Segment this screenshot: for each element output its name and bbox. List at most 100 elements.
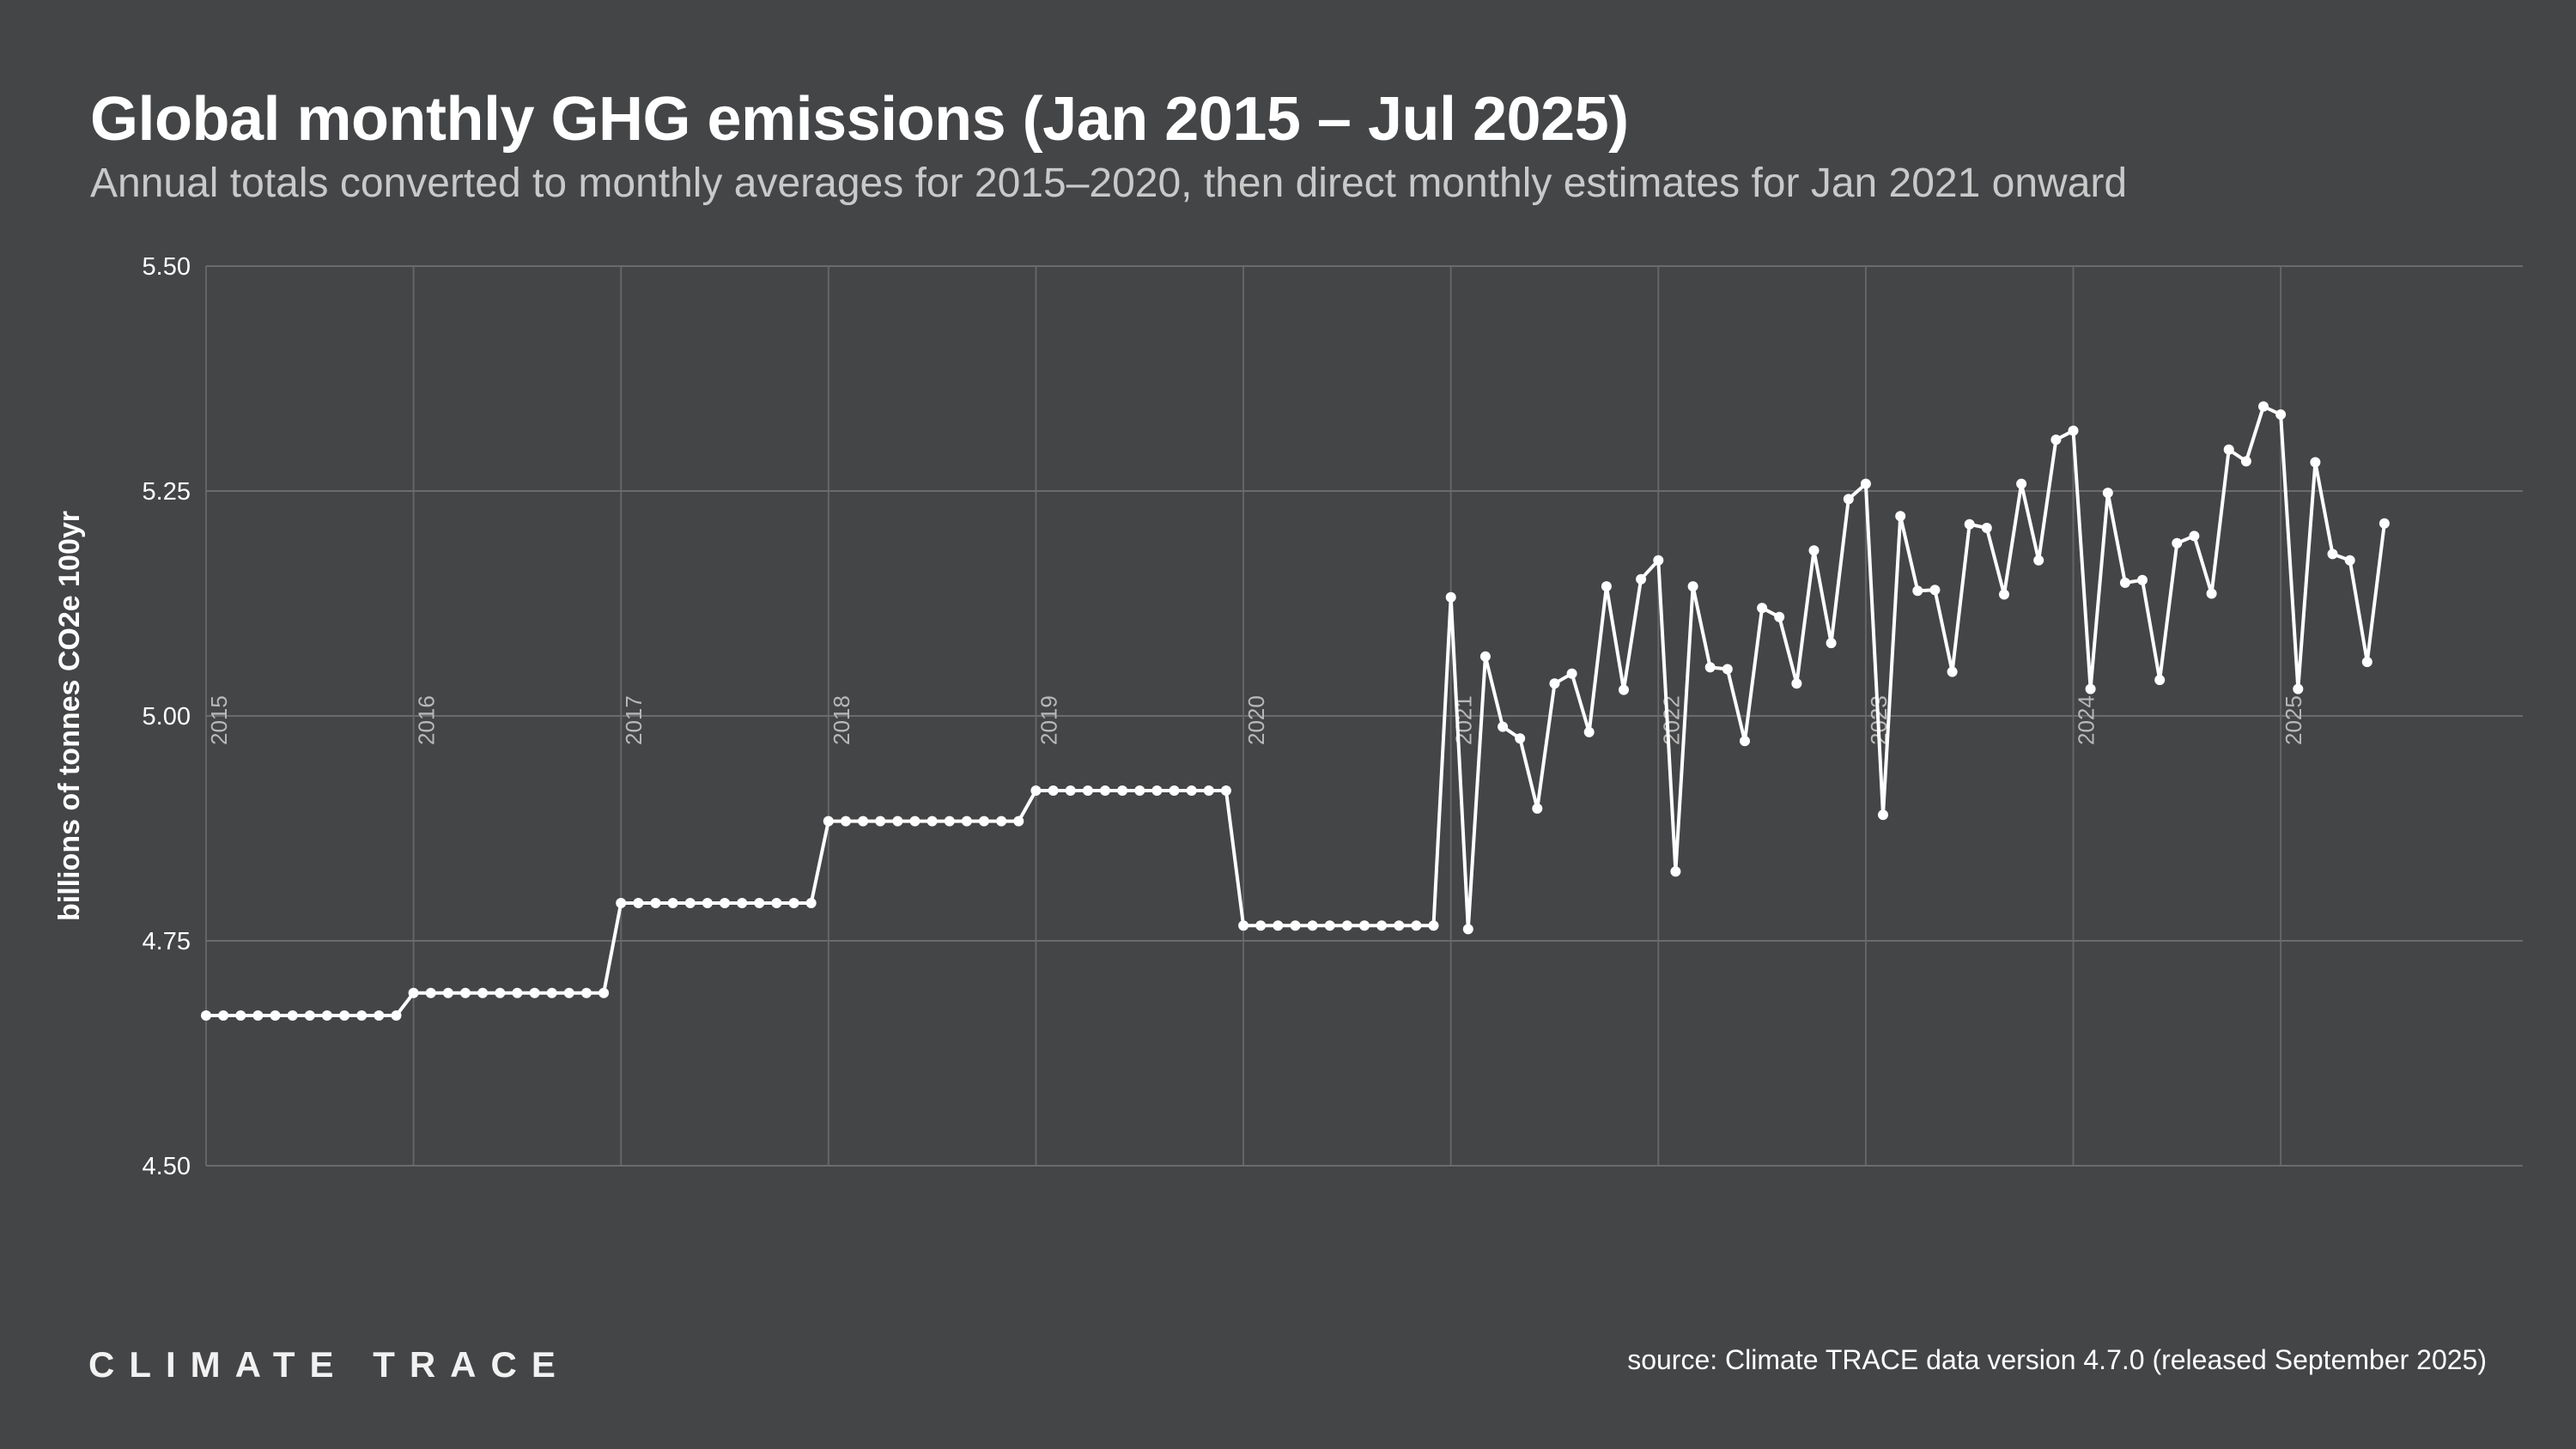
data-point [1687,581,1698,592]
data-point [1203,785,1214,796]
data-point [702,898,713,908]
data-point [2050,434,2062,446]
year-label-2016: 2016 [414,695,440,745]
data-point [754,898,765,908]
data-point [1532,803,1543,814]
data-point [1134,785,1145,796]
data-point [201,1010,211,1021]
data-point [823,815,834,827]
y-tick-label: 5.25 [143,478,191,506]
data-point [633,898,644,908]
data-point [1566,668,1577,679]
data-point [2154,675,2166,686]
data-point [1359,920,1370,931]
data-point [270,1010,281,1021]
data-point [1722,664,1733,675]
data-point [1324,920,1335,931]
data-point [650,898,661,908]
data-point [979,815,989,827]
data-point [2344,555,2355,566]
data-point [1117,785,1128,796]
data-point [1307,920,1318,931]
data-point [546,987,557,998]
data-point [1583,726,1595,737]
data-point [2293,683,2304,694]
year-label-2019: 2019 [1036,695,1061,745]
data-point [1048,785,1059,796]
data-point [875,815,886,827]
data-point [2258,401,2269,412]
data-point [2240,456,2251,467]
data-point [1964,518,1975,530]
data-point [841,815,851,827]
data-point [581,987,592,998]
data-point [858,815,869,827]
data-point [598,987,610,998]
year-label-2017: 2017 [621,695,647,745]
data-point [1445,591,1456,603]
data-point [1341,920,1352,931]
data-point [1549,678,1560,689]
year-label-2015: 2015 [206,695,232,745]
data-point [1169,785,1180,796]
data-point [892,815,903,827]
data-point [425,987,436,998]
y-axis-label: billions of tonnes CO2e 100yr [53,511,86,921]
data-point [1376,920,1388,931]
data-point [1065,785,1076,796]
data-point [1947,666,1958,677]
data-point [1515,733,1526,744]
data-point [1999,589,2009,600]
data-point [1843,494,1854,505]
data-point [616,898,627,908]
y-tick-label: 5.00 [143,703,191,731]
year-label-2022: 2022 [1658,695,1684,745]
data-point [1290,920,1301,931]
data-point [2085,683,2096,694]
data-point [2102,488,2113,499]
data-point [1030,785,1042,796]
data-point [1912,585,1923,597]
data-point [374,1010,385,1021]
data-point [1740,736,1750,747]
data-point [563,987,574,998]
data-point [2068,425,2079,436]
data-point [1774,611,1785,622]
data-point [339,1010,350,1021]
data-point [1601,581,1612,592]
data-point [512,987,523,998]
data-point [1394,920,1405,931]
data-point [1428,920,1439,931]
grid [205,265,2523,1167]
data-point [771,898,782,908]
data-point [1757,603,1768,614]
data-point [927,815,938,827]
data-point [1498,721,1509,732]
data-point [287,1010,298,1021]
data-point [2223,444,2234,455]
data-point [1238,920,1249,931]
data-point [1411,920,1422,931]
series-points [201,401,2390,1021]
year-label-2024: 2024 [2074,695,2099,745]
year-labels: 2015 2016 2017 2018 2019 2020 2021 2022 2023 2024… [206,695,2306,745]
data-point [2206,588,2217,599]
data-point [495,987,506,998]
data-point [667,898,678,908]
data-point [460,987,471,998]
data-point [684,898,696,908]
data-point [1255,920,1267,931]
data-point [909,815,920,827]
chart-title: Global monthly GHG emissions (Jan 2015 –… [90,85,1629,154]
data-point [2119,577,2130,588]
data-point [996,815,1007,827]
data-point [304,1010,315,1021]
data-point [1808,545,1820,556]
data-point [2033,555,2044,566]
data-point [356,1010,368,1021]
data-point [1082,785,1093,796]
data-point [2172,537,2183,549]
data-point [1013,815,1024,827]
data-point [1619,684,1629,695]
